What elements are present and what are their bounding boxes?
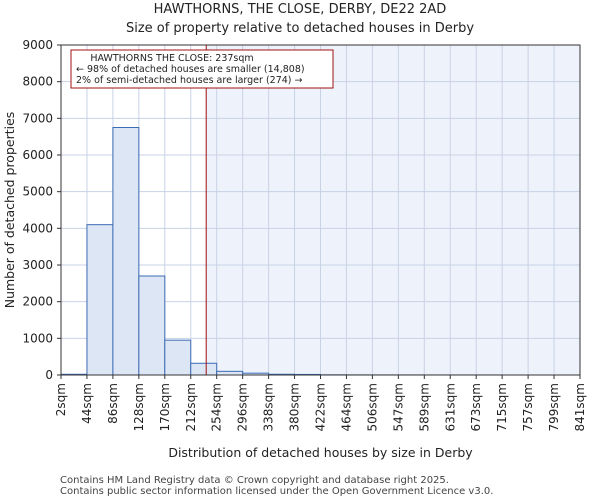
footer-attribution-1: Contains HM Land Registry data © Crown c… xyxy=(60,475,449,486)
y-tick-label: 3000 xyxy=(22,258,53,272)
y-tick-label: 0 xyxy=(45,368,53,382)
y-tick-label: 5000 xyxy=(22,185,53,199)
x-tick-label: 128sqm xyxy=(132,383,146,431)
x-tick-label: 464sqm xyxy=(339,383,353,431)
x-tick-label: 547sqm xyxy=(391,383,405,431)
x-tick-label: 212sqm xyxy=(184,383,198,431)
x-tick-label: 422sqm xyxy=(314,383,328,431)
x-tick-label: 44sqm xyxy=(80,383,94,424)
bar-212sqm xyxy=(191,363,217,375)
bar-44sqm xyxy=(87,225,113,375)
x-tick-label: 170sqm xyxy=(158,383,172,431)
x-tick-label: 338sqm xyxy=(262,383,276,431)
x-tick-label: 757sqm xyxy=(521,383,535,431)
annotation-larger: 2% of semi-detached houses are larger (2… xyxy=(76,75,303,86)
x-tick-label: 673sqm xyxy=(469,383,483,431)
x-tick-label: 631sqm xyxy=(443,383,457,431)
x-tick-label: 254sqm xyxy=(210,383,224,431)
x-tick-label: 841sqm xyxy=(573,383,587,431)
x-axis-title: Distribution of detached houses by size … xyxy=(168,445,473,460)
y-tick-labels: 0 1000 2000 3000 4000 5000 6000 7000 8000 9000 xyxy=(22,38,61,382)
y-tick-label: 9000 xyxy=(22,38,53,52)
y-tick-label: 2000 xyxy=(22,295,53,309)
x-tick-label: 715sqm xyxy=(495,383,509,431)
y-tick-label: 1000 xyxy=(22,331,53,345)
x-tick-label: 86sqm xyxy=(106,383,120,424)
y-tick-label: 7000 xyxy=(22,111,53,125)
chart-subtitle: Size of property relative to detached ho… xyxy=(126,21,474,36)
larger-than-property-region xyxy=(206,45,580,375)
chart-title: HAWTHORNS, THE CLOSE, DERBY, DE22 2AD xyxy=(154,2,447,17)
y-tick-label: 4000 xyxy=(22,221,53,235)
y-tick-label: 8000 xyxy=(22,75,53,89)
x-tick-label: 506sqm xyxy=(365,383,379,431)
x-tick-label: 380sqm xyxy=(288,383,302,431)
property-annotation: HAWTHORNS THE CLOSE: 237sqm ← 98% of det… xyxy=(71,50,333,88)
bar-254sqm xyxy=(217,371,243,375)
x-tick-label: 589sqm xyxy=(417,383,431,431)
bar-170sqm xyxy=(165,340,191,375)
annotation-title: HAWTHORNS THE CLOSE: 237sqm xyxy=(90,53,253,64)
x-tick-labels: 2sqm 44sqm 86sqm 128sqm 170sqm 212sqm 254sqm 29… xyxy=(54,375,587,431)
footer-attribution-2: Contains public sector information licen… xyxy=(60,486,493,497)
x-tick-label: 799sqm xyxy=(547,383,561,431)
bar-128sqm xyxy=(139,276,165,375)
annotation-smaller: ← 98% of detached houses are smaller (14… xyxy=(76,64,305,75)
x-tick-label: 2sqm xyxy=(54,383,68,416)
y-axis-title: Number of detached properties xyxy=(2,112,17,309)
y-tick-label: 6000 xyxy=(22,148,53,162)
x-tick-label: 296sqm xyxy=(236,383,250,431)
bar-86sqm xyxy=(113,128,139,376)
